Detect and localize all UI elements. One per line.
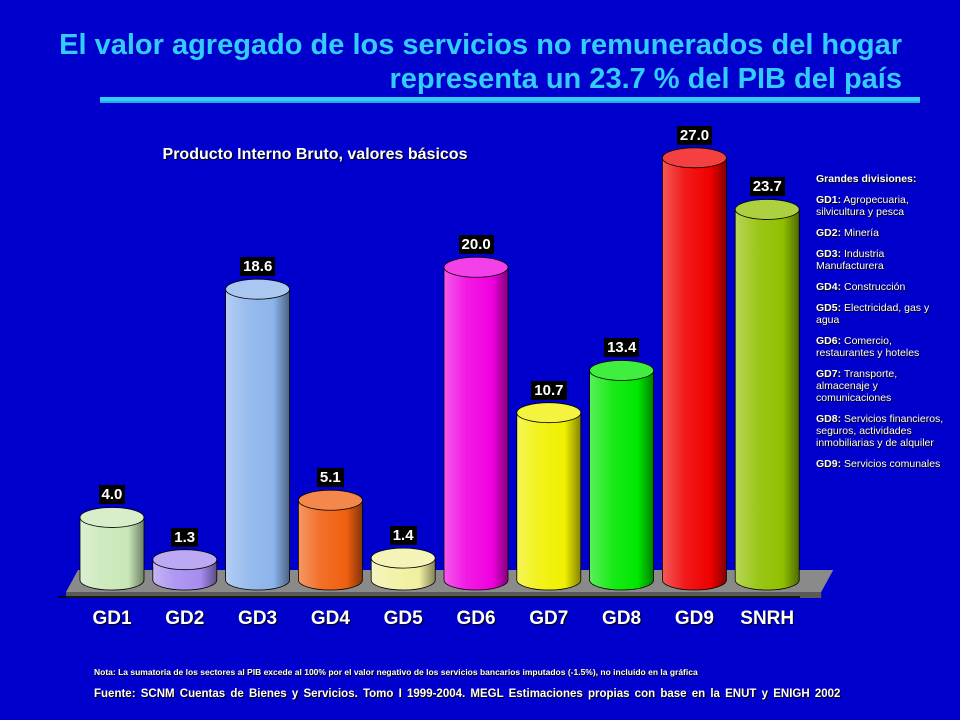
bar-body	[443, 266, 509, 591]
title-underline	[100, 97, 920, 101]
legend-item: GD6: Comercio, restaurantes y hoteles	[816, 335, 944, 359]
bar-body	[734, 209, 800, 591]
legend-item: GD9: Servicios comunales	[816, 458, 944, 470]
bar-top	[297, 489, 363, 511]
category-label-gd5: GD5	[383, 608, 423, 629]
legend-item-text: Comercio, restaurantes y hoteles	[816, 335, 920, 359]
value-label-gd1: 4.0	[98, 485, 126, 505]
legend-item-text: Minería	[841, 227, 880, 239]
legend-item: GD7: Transporte, almacenaje y comunicaci…	[816, 368, 944, 404]
category-label-gd8: GD8	[602, 608, 642, 629]
legend-item-code: GD8:	[816, 413, 842, 425]
legend-item-text: Servicios financieros, seguros, activida…	[816, 413, 944, 449]
legend-item-code: GD6:	[816, 335, 842, 347]
category-label-gd3: GD3	[238, 608, 278, 629]
footnote: Nota: La sumatoria de los sectores al PI…	[94, 667, 698, 677]
bar-body	[79, 517, 145, 591]
legend-item-text: Agropecuaria, silvicultura y pesca	[816, 194, 909, 218]
bar-top	[734, 199, 800, 220]
slide-title-line1: El valor agregado de los servicios no re…	[59, 29, 902, 61]
category-label-gd7: GD7	[529, 608, 569, 629]
legend-item-code: GD3:	[816, 248, 842, 260]
legend-item: GD8: Servicios financieros, seguros, act…	[816, 413, 944, 449]
legend-items: GD1: Agropecuaria, silvicultura y pesca G…	[816, 194, 944, 470]
bar-gd8	[589, 360, 654, 591]
bar-gd7	[516, 402, 582, 591]
legend-item-code: GD5:	[816, 302, 842, 314]
legend-item-text: Construcción	[841, 281, 906, 293]
bar-gd1	[79, 507, 145, 591]
legend-item-text: Industria Manufacturera	[816, 248, 885, 272]
bar-gd3	[225, 278, 291, 591]
bar-gd2	[152, 549, 218, 591]
legend-item-code: GD1:	[816, 194, 842, 206]
bar-top	[589, 360, 654, 381]
bar-gd4	[297, 489, 363, 591]
value-label-gd7: 10.7	[531, 380, 567, 400]
chart-title: Producto Interno Bruto, valores básicos	[162, 146, 468, 163]
bar-top	[225, 278, 291, 300]
value-label-gd5: 1.4	[389, 526, 417, 546]
category-label-gd1: GD1	[92, 608, 132, 629]
chart-floor-edge	[66, 592, 822, 598]
slide-title: El valor agregado de los servicios no re…	[42, 28, 902, 96]
legend: Grandes divisiones: GD1: Agropecuaria, s…	[816, 173, 944, 479]
bar-body	[516, 412, 582, 591]
bar-body	[662, 157, 727, 591]
bar-body	[589, 370, 654, 591]
value-label-gd2: 1.3	[171, 527, 199, 547]
bar-body	[225, 288, 290, 591]
bar-top	[516, 402, 582, 424]
slide-title-line2: representa un 23.7 % del PIB del país	[389, 63, 902, 95]
category-label-snrh: SNRH	[740, 608, 795, 629]
legend-item: GD2: Minería	[816, 227, 944, 239]
category-label-gd9: GD9	[674, 608, 714, 629]
bar-gd9	[662, 147, 727, 591]
category-label-gd4: GD4	[310, 608, 350, 629]
legend-item: GD3: Industria Manufacturera	[816, 248, 944, 272]
legend-item: GD5: Electricidad, gas y agua	[816, 302, 944, 326]
category-label-gd2: GD2	[165, 608, 205, 629]
legend-item-code: GD9:	[816, 458, 842, 470]
bar-top	[443, 256, 509, 278]
category-label-gd6: GD6	[456, 608, 496, 629]
legend-heading: Grandes divisiones:	[816, 173, 917, 185]
bar-top	[662, 147, 727, 169]
value-label-gd3: 18.6	[240, 257, 276, 277]
value-label-gd9: 27.0	[676, 125, 713, 145]
value-label-gd8: 13.4	[604, 338, 640, 358]
value-label-gd4: 5.1	[316, 468, 344, 488]
bar-top	[370, 547, 436, 569]
bar-top	[79, 507, 145, 528]
bar-snrh	[734, 199, 800, 591]
legend-item-code: GD2:	[816, 227, 842, 239]
legend-item-text: Transporte, almacenaje y comunicaciones	[816, 368, 898, 404]
legend-item: GD1: Agropecuaria, silvicultura y pesca	[816, 194, 944, 218]
bar-top	[152, 549, 218, 571]
bar-gd6	[443, 256, 509, 591]
legend-item-code: GD7:	[816, 368, 842, 380]
bar-body	[298, 499, 363, 591]
legend-item-text: Servicios comunales	[841, 458, 941, 470]
value-label-snrh: 23.7	[749, 177, 785, 197]
legend-item-text: Electricidad, gas y agua	[816, 302, 930, 326]
legend-item-code: GD4:	[816, 281, 842, 293]
source-text: Fuente: SCNM Cuentas de Bienes y Servici…	[94, 688, 841, 700]
bar-gd5	[370, 547, 436, 591]
legend-item: GD4: Construcción	[816, 281, 944, 293]
value-label-gd6: 20.0	[458, 235, 494, 255]
